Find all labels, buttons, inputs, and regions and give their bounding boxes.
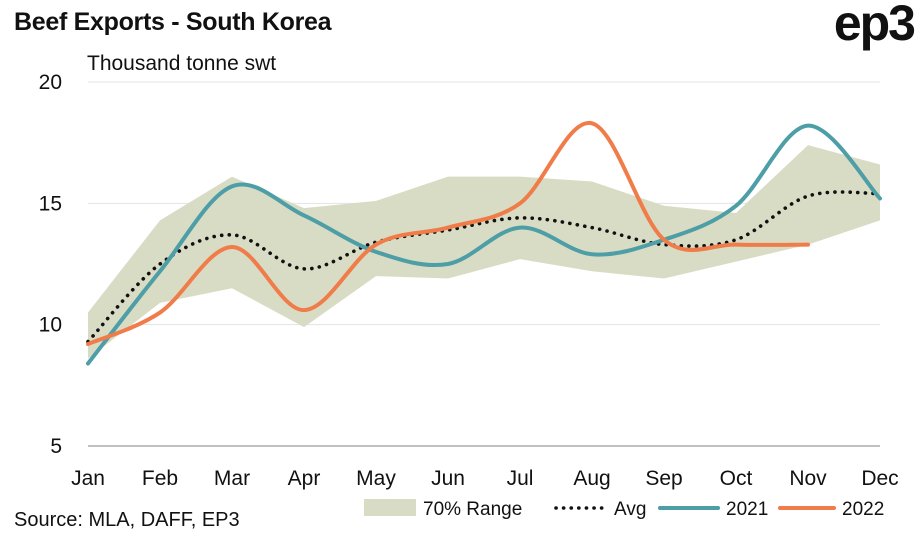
legend-label-y2022: 2022 <box>842 499 884 520</box>
series-line-y2022 <box>86 121 810 347</box>
series-line-avg <box>86 190 882 344</box>
y-tick-label: 5 <box>50 435 62 458</box>
x-tick-label: Jul <box>507 467 534 490</box>
unit-label: Thousand tonne swt <box>87 52 277 75</box>
x-tick-label: May <box>356 467 396 490</box>
legend-label-y2021: 2021 <box>726 499 768 520</box>
x-tick-label: Jun <box>431 467 465 490</box>
ep3-logo: ep3 <box>833 0 916 51</box>
chart-title: Beef Exports - South Korea <box>14 8 332 36</box>
legend: 70% Range Avg 2021 2022 <box>364 499 884 520</box>
x-tick-label: Dec <box>861 467 898 490</box>
legend-label-range: 70% Range <box>423 499 522 520</box>
series-layer <box>86 121 882 366</box>
series-line-y2021 <box>86 123 882 366</box>
range-band <box>88 145 880 359</box>
legend-swatch-range <box>364 499 416 516</box>
x-tick-label: Mar <box>214 467 250 490</box>
legend-label-avg: Avg <box>614 499 646 520</box>
source-note: Source: MLA, DAFF, EP3 <box>14 509 240 531</box>
y-tick-label: 20 <box>39 71 62 94</box>
x-tick-label: Oct <box>720 467 753 490</box>
x-tick-label: Sep <box>645 467 682 490</box>
x-tick-label: Aug <box>573 467 610 490</box>
range-band-layer <box>88 145 880 359</box>
axis-labels: 5 10 15 20 Jan Feb Mar Apr May Jun Jul Aug Sep Oct Nov… <box>39 71 899 490</box>
y-tick-label: 10 <box>39 314 62 337</box>
y-tick-label: 15 <box>39 192 62 215</box>
x-tick-label: Jan <box>71 467 105 490</box>
x-tick-label: Feb <box>142 467 178 490</box>
x-tick-label: Nov <box>789 467 827 490</box>
x-tick-label: Apr <box>288 467 321 490</box>
